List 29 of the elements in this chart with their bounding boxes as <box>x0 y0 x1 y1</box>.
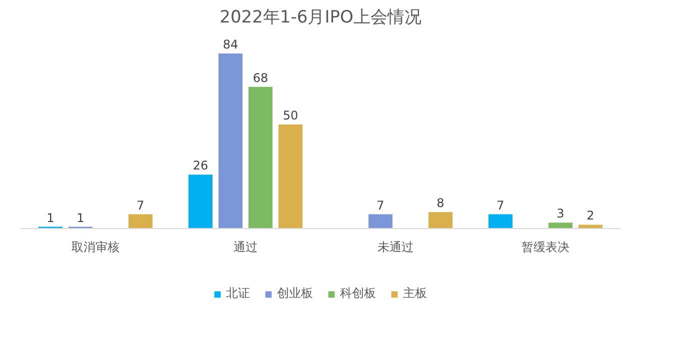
legend-label: 创业板 <box>277 285 313 302</box>
data-label: 7 <box>136 198 144 212</box>
data-label: 84 <box>222 38 238 52</box>
bar <box>218 54 242 229</box>
bar <box>488 214 512 229</box>
legend-label: 北证 <box>226 285 250 302</box>
data-label: 3 <box>556 206 564 221</box>
bar <box>128 214 152 229</box>
data-label: 1 <box>46 210 54 225</box>
data-label: 8 <box>436 196 444 210</box>
data-label: 26 <box>192 158 208 173</box>
x-tick-label: 暂缓表决 <box>522 240 570 254</box>
bar <box>248 86 272 229</box>
data-label: 2 <box>586 208 594 223</box>
bar <box>428 212 452 229</box>
data-label: 68 <box>252 70 268 85</box>
data-label: 7 <box>496 198 504 212</box>
bar <box>278 124 302 229</box>
data-label: 7 <box>376 198 384 212</box>
data-label: 1 <box>76 210 84 225</box>
data-label: 50 <box>282 108 298 123</box>
x-tick-label: 通过 <box>234 240 258 254</box>
bar <box>368 214 392 229</box>
bar <box>188 174 212 229</box>
legend-label: 主板 <box>403 285 427 302</box>
chart-title: 2022年1-6月IPO上会情况 <box>220 8 422 28</box>
x-tick-label: 取消审核 <box>72 240 120 254</box>
x-tick-label: 未通过 <box>378 240 414 254</box>
legend-label: 科创板 <box>340 285 376 302</box>
